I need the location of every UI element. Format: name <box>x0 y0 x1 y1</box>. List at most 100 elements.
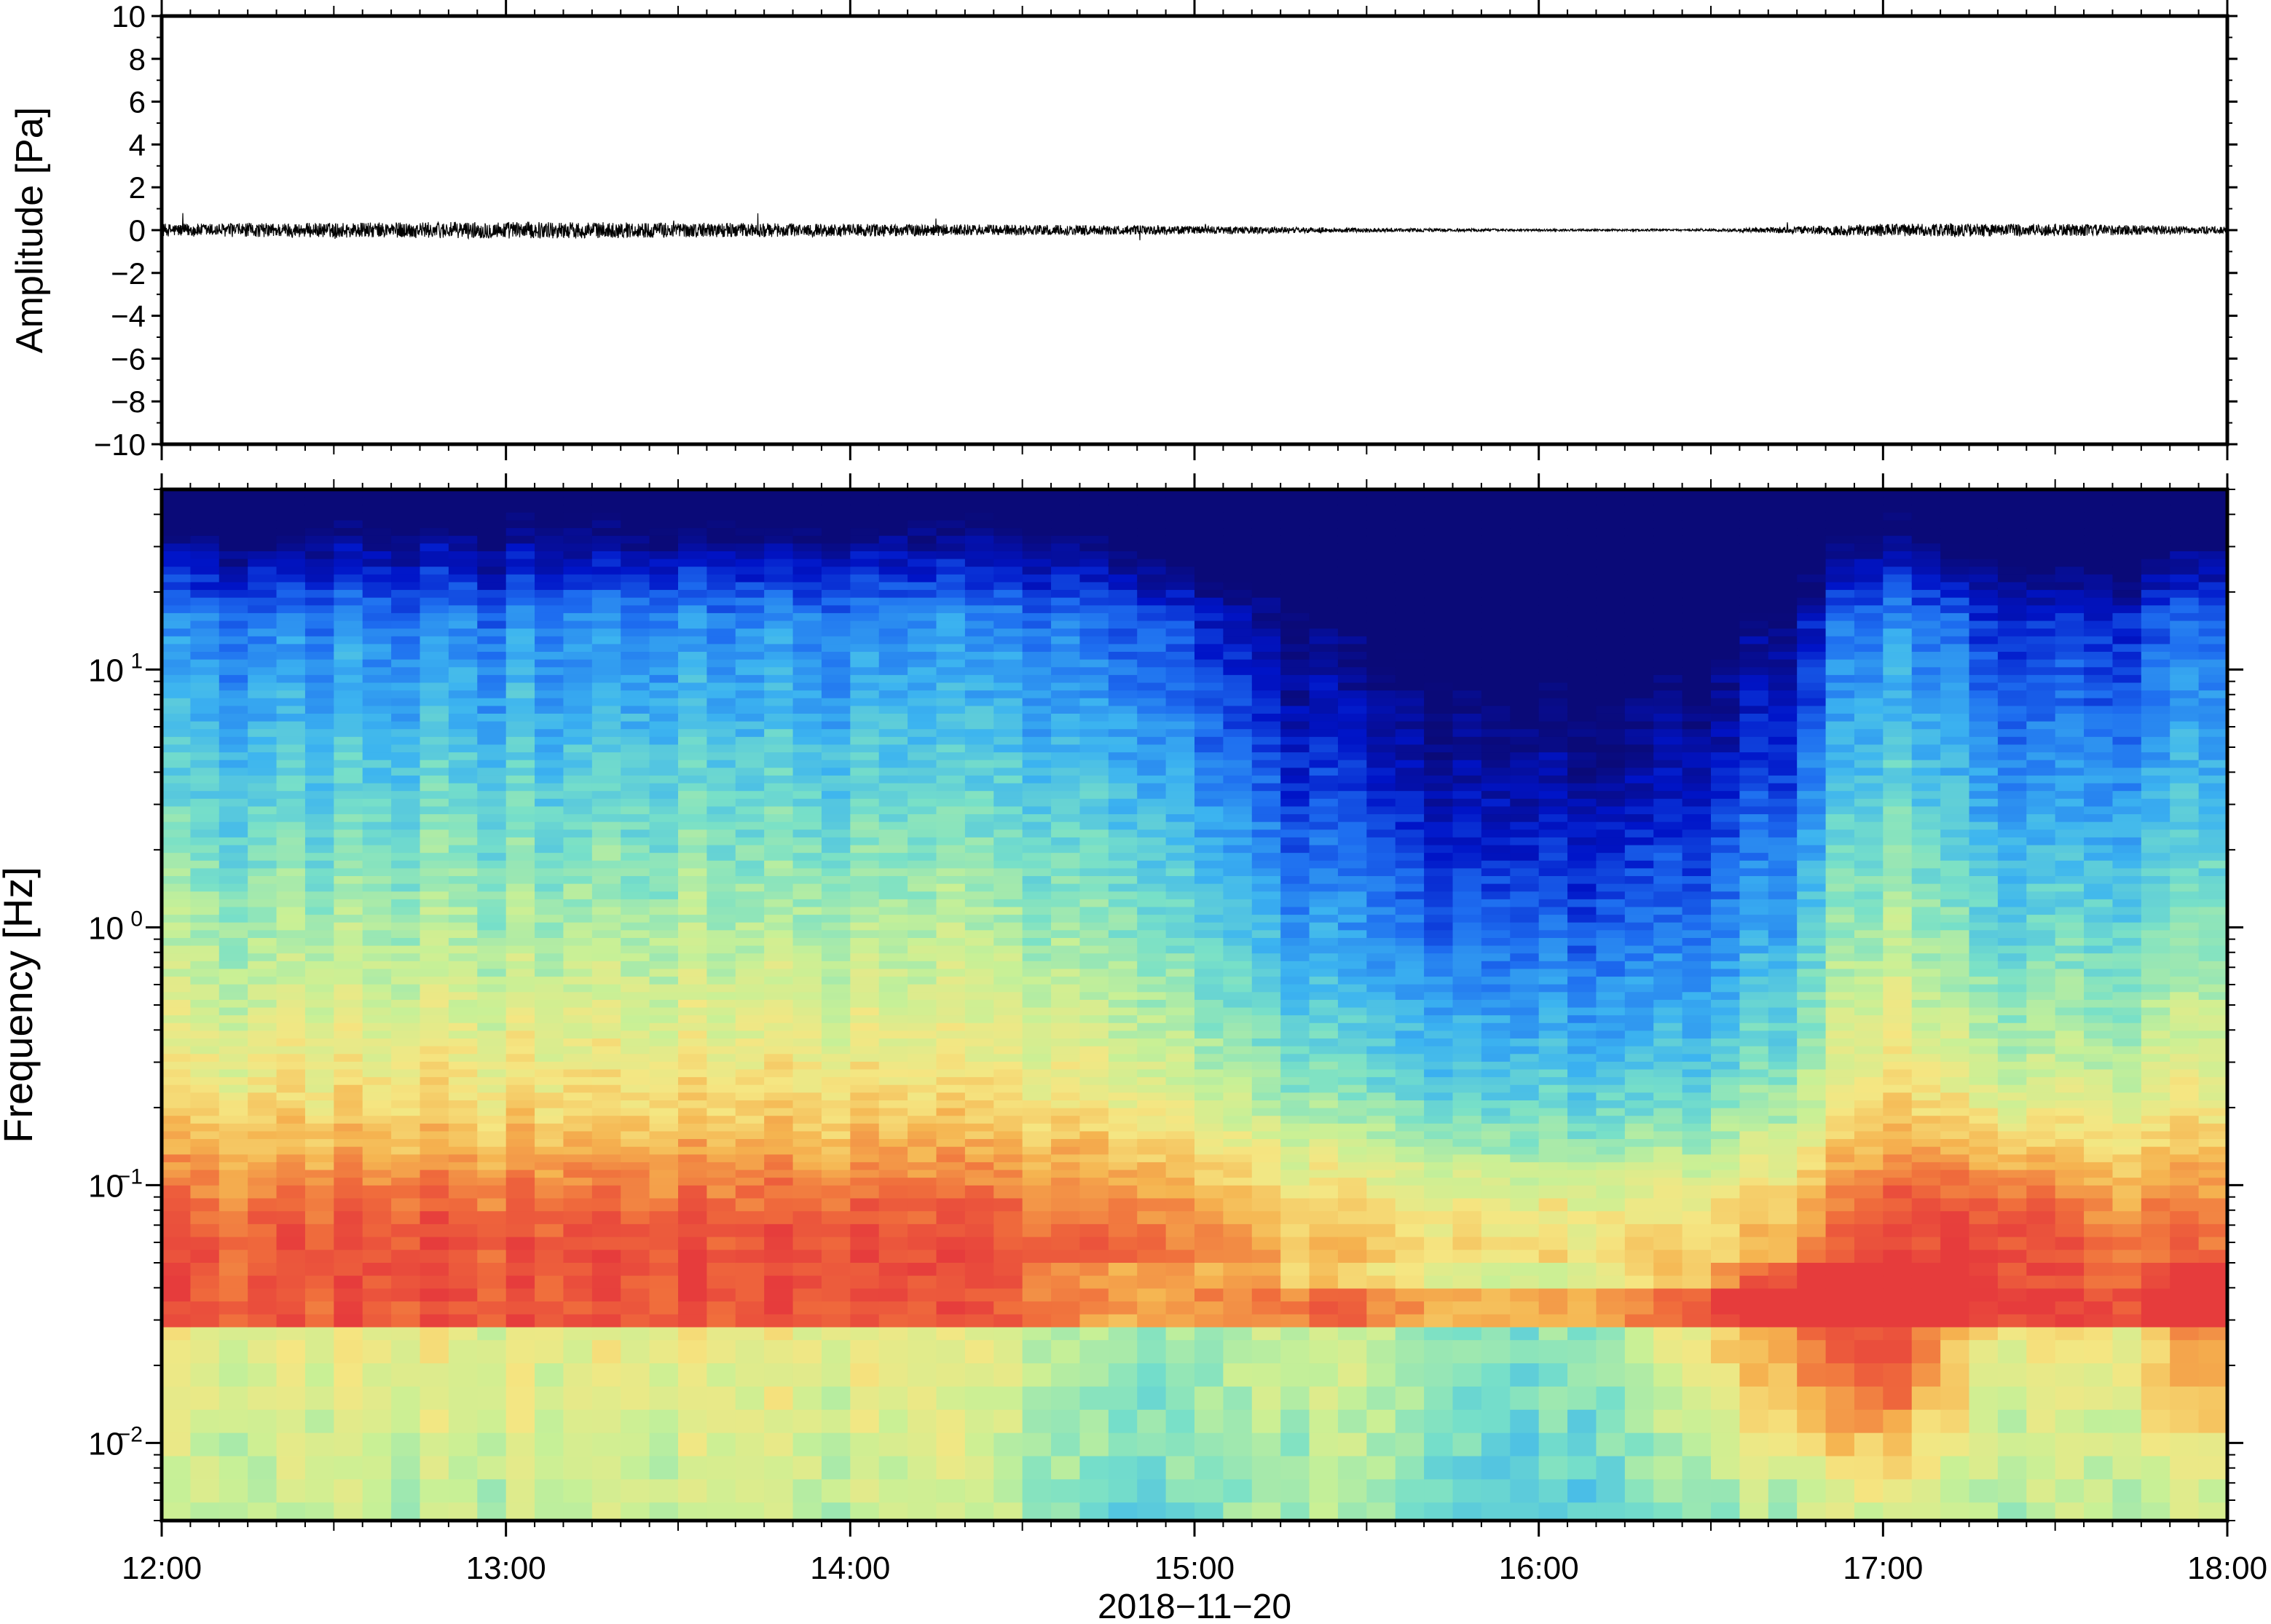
spectrogram-cell <box>964 1154 994 1163</box>
spectrogram-cell <box>821 837 851 846</box>
spectrogram-cell <box>563 505 593 513</box>
spectrogram-cell <box>1337 736 1367 746</box>
spectrogram-cell <box>1079 945 1109 954</box>
spectrogram-cell <box>1108 1502 1138 1521</box>
spectrogram-cell <box>1337 1100 1367 1109</box>
spectrogram-cell <box>248 512 278 521</box>
spectrogram-cell <box>477 505 507 513</box>
spectrogram-cell <box>649 969 679 977</box>
spectrogram-cell <box>505 1211 535 1225</box>
spectrogram-cell <box>1108 969 1138 977</box>
spectrogram-cell <box>1194 1386 1224 1411</box>
spectrogram-cell <box>936 612 966 622</box>
spectrogram-cell <box>792 883 822 892</box>
spectrogram-cell <box>535 922 564 931</box>
spectrogram-cell <box>162 528 191 537</box>
spectrogram-cell <box>964 798 994 808</box>
spectrogram-cell <box>391 636 421 645</box>
spectrogram-cell <box>1280 1327 1310 1341</box>
spectrogram-cell <box>936 559 966 567</box>
spectrogram-cell <box>563 837 593 846</box>
spectrogram-cell <box>1194 736 1224 746</box>
spectrogram-cell <box>591 512 621 521</box>
spectrogram-cell <box>792 1502 822 1521</box>
spectrogram-cell <box>563 667 593 676</box>
spectrogram-cell <box>190 1327 220 1341</box>
spectrogram-cell <box>850 977 880 985</box>
spectrogram-cell <box>936 1015 966 1024</box>
spectrogram-cell <box>563 1007 593 1016</box>
spectrogram-cell <box>850 1237 880 1250</box>
spectrogram-cell <box>964 1301 994 1315</box>
spectrogram-cell <box>1309 605 1339 614</box>
spectrogram-cell <box>792 775 822 784</box>
spectrogram-cell <box>477 1263 507 1277</box>
spectrogram-cell <box>362 930 392 939</box>
spectrogram-cell <box>764 915 794 923</box>
spectrogram-cell <box>1079 1314 1109 1328</box>
spectrogram-cell <box>1051 1327 1081 1341</box>
spectrogram-cell <box>1309 1116 1339 1124</box>
spectrogram-cell <box>850 1170 880 1178</box>
spectrogram-cell <box>1022 706 1052 714</box>
spectrogram-cell <box>850 574 880 583</box>
spectrogram-cell <box>1366 567 1396 575</box>
spectrogram-cell <box>621 1077 650 1086</box>
spectrogram-cell <box>563 1092 593 1101</box>
spectrogram-cell <box>621 1154 650 1163</box>
spectrogram-cell <box>621 582 650 591</box>
spectrogram-cell <box>362 1223 392 1238</box>
spectrogram-cell <box>1137 930 1167 939</box>
spectrogram-cell <box>1280 953 1310 962</box>
spectrogram-cell <box>362 760 392 768</box>
spectrogram-cell <box>420 1054 449 1063</box>
spectrogram-cell <box>362 636 392 645</box>
spectrogram-cell <box>535 1185 564 1199</box>
spectrogram-cell <box>362 551 392 560</box>
spectrogram-cell <box>391 512 421 521</box>
spectrogram-cell <box>707 1386 736 1411</box>
spectrogram-cell <box>792 1022 822 1031</box>
spectrogram-cell <box>850 860 880 869</box>
spectrogram-cell <box>792 505 822 513</box>
spectrogram-cell <box>362 845 392 854</box>
spectrogram-cell <box>420 945 449 954</box>
spectrogram-cell <box>764 1046 794 1055</box>
spectrogram-cell <box>591 1198 621 1212</box>
spectrogram-cell <box>1137 992 1167 1001</box>
spectrogram-cell <box>821 1211 851 1225</box>
spectrogram-cell <box>735 1046 765 1055</box>
spectrogram-cell <box>1137 690 1167 699</box>
spectrogram-cell <box>1251 1363 1281 1387</box>
spectrogram-cell <box>505 706 535 714</box>
spectrogram-cell <box>850 798 880 808</box>
spectrogram-cell <box>1337 845 1367 854</box>
spectrogram-cell <box>362 984 392 993</box>
spectrogram-cell <box>649 1223 679 1238</box>
spectrogram-cell <box>276 1479 306 1503</box>
spectrogram-cell <box>1280 1340 1310 1364</box>
spectrogram-cell <box>936 752 966 761</box>
spectrogram-cell <box>1309 1363 1339 1387</box>
spectrogram-cell <box>1395 922 1425 931</box>
spectrogram-cell <box>649 1185 679 1199</box>
spectrogram-cell <box>1165 1340 1195 1364</box>
spectrogram-cell <box>591 783 621 792</box>
spectrogram-cell <box>792 652 822 661</box>
spectrogram-cell <box>391 969 421 977</box>
spectrogram-cell <box>248 597 278 606</box>
spectrogram-cell <box>448 1456 478 1480</box>
spectrogram-cell <box>1280 775 1310 784</box>
spectrogram-cell <box>219 783 248 792</box>
spectrogram-cell <box>993 999 1023 1009</box>
spectrogram-cell <box>420 1061 449 1071</box>
spectrogram-cell <box>678 1456 707 1480</box>
spectrogram-cell <box>334 868 363 877</box>
spectrogram-cell <box>276 891 306 900</box>
spectrogram-cell <box>1309 1154 1339 1163</box>
spectrogram-cell <box>1309 497 1339 505</box>
spectrogram-cell <box>1251 489 1281 498</box>
spectrogram-cell <box>936 829 966 838</box>
spectrogram-cell <box>908 853 937 862</box>
